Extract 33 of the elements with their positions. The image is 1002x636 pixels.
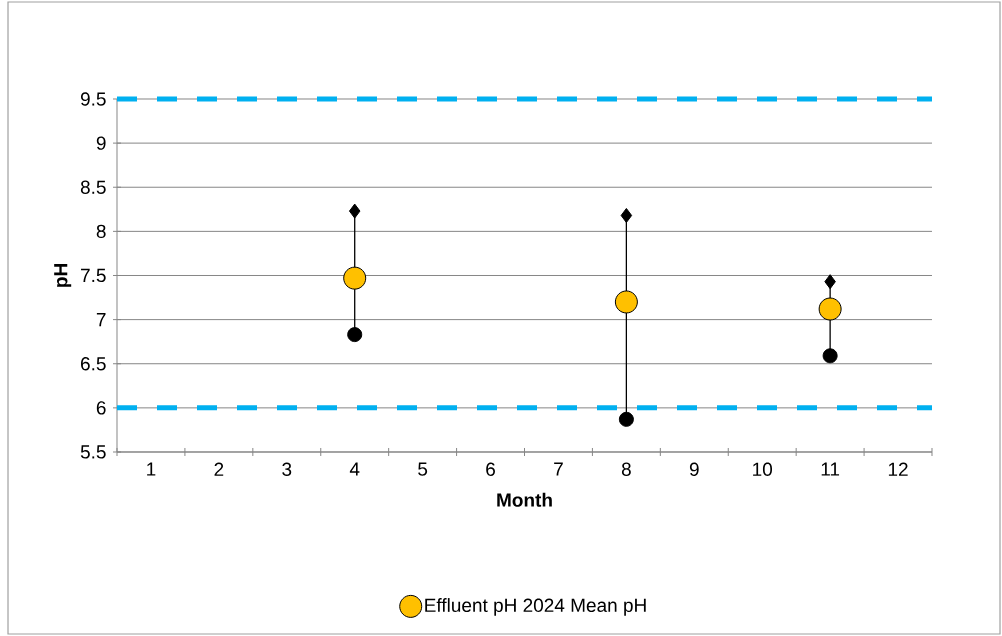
x-tick-label: 6 — [486, 462, 495, 476]
y-tick-label: 6.5 — [81, 357, 106, 371]
x-tick-label: 1 — [147, 462, 156, 476]
point — [824, 274, 836, 290]
x-tick-label: 4 — [349, 462, 360, 476]
y-tick-label: 9.5 — [80, 92, 106, 106]
point — [822, 348, 838, 364]
y-tick-label: 5.5 — [80, 445, 106, 459]
x-tick-label: 12 — [888, 462, 908, 476]
point — [347, 327, 363, 343]
x-tick-label: 10 — [753, 462, 773, 476]
point — [818, 297, 842, 321]
x-tick-label: 7 — [554, 462, 563, 476]
legend-label: Effluent pH 2024 Mean pH — [425, 598, 646, 616]
y-tick-label: 9 — [96, 136, 106, 150]
x-tick-label: 5 — [418, 462, 428, 476]
point — [618, 411, 634, 427]
y-axis-title: pH — [54, 264, 72, 287]
x-tick-label: 8 — [621, 462, 631, 476]
x-tick-label: 11 — [821, 462, 840, 476]
x-axis-title: Month — [497, 492, 552, 507]
y-tick-label: 8 — [96, 224, 106, 239]
point — [348, 203, 361, 219]
x-tick-label: 9 — [689, 462, 699, 476]
x-tick-label: 2 — [214, 462, 224, 476]
y-tick-label: 6 — [96, 401, 106, 415]
x-tick-label: 3 — [282, 462, 292, 476]
y-tick-label: 7.5 — [81, 268, 106, 283]
point — [620, 207, 633, 223]
point — [614, 290, 638, 314]
y-tick-label: 7 — [96, 313, 106, 327]
y-tick-label: 8.5 — [80, 180, 106, 194]
point — [343, 266, 367, 290]
